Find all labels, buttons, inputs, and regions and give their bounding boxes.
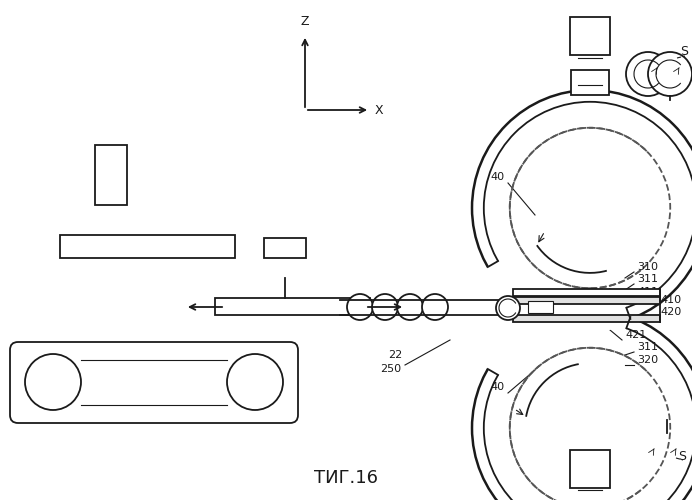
Circle shape [626,52,670,96]
Text: 320: 320 [637,355,658,365]
Circle shape [347,294,373,320]
Circle shape [25,354,81,410]
Text: S: S [678,450,686,463]
Text: 250: 250 [380,364,401,374]
Circle shape [645,433,689,477]
Bar [513,315,660,322]
Circle shape [372,294,398,320]
Bar [95,145,127,205]
Circle shape [227,354,283,410]
Text: 411: 411 [637,287,658,297]
Circle shape [472,90,692,326]
Text: 421: 421 [625,330,646,340]
Text: 340: 340 [590,320,611,330]
Bar [570,17,610,55]
Circle shape [623,433,667,477]
Text: 40: 40 [490,382,504,392]
Text: 311: 311 [637,342,658,352]
Circle shape [496,296,520,320]
Text: S: S [680,45,688,58]
Bar [215,298,370,315]
Text: 410: 410 [660,295,681,305]
Bar [60,235,235,258]
Circle shape [648,52,692,96]
Circle shape [472,310,692,500]
Text: 311: 311 [637,274,658,284]
Text: X: X [375,104,383,117]
Bar [571,70,609,95]
FancyBboxPatch shape [10,342,298,423]
Bar [570,450,610,488]
Bar [513,289,660,296]
Circle shape [422,294,448,320]
Bar [528,301,553,313]
Bar [264,238,306,258]
Text: Z: Z [301,15,309,28]
Text: 310: 310 [637,262,658,272]
Text: 420: 420 [660,307,681,317]
Text: ΤИГ.16: ΤИГ.16 [314,469,378,487]
Bar [513,297,660,304]
Text: 22: 22 [388,350,402,360]
Circle shape [397,294,423,320]
Text: 40: 40 [490,172,504,182]
